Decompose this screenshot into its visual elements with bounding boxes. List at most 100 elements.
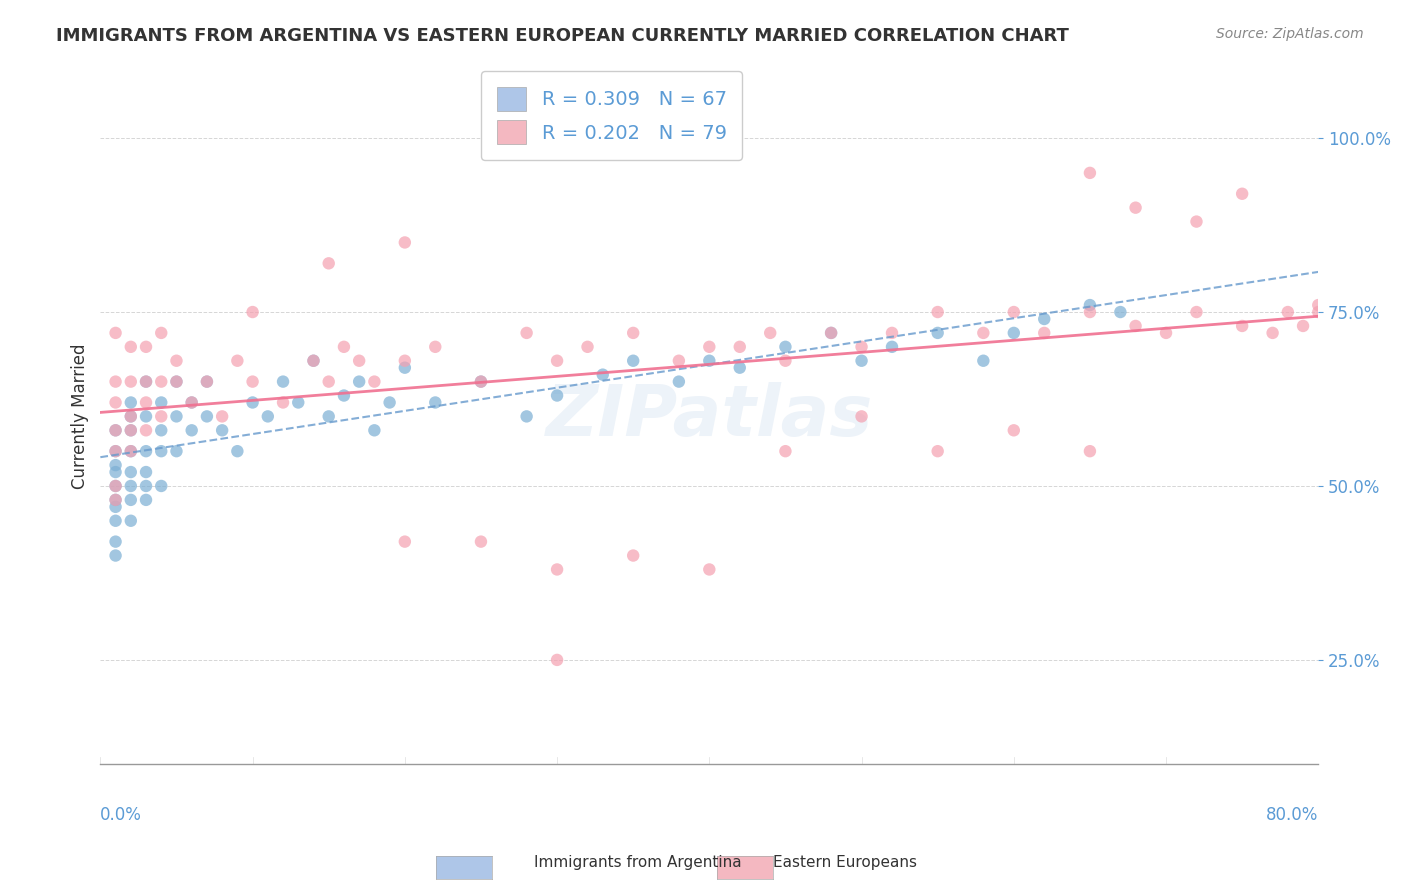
Point: [880, 340, 903, 354]
Point: [851, 409, 873, 424]
Point: [697, 340, 720, 354]
Point: [728, 360, 751, 375]
Point: [120, 514, 142, 528]
Point: [104, 479, 127, 493]
Point: [378, 395, 401, 409]
Point: [621, 326, 644, 340]
Point: [104, 479, 127, 493]
Point: [1230, 186, 1253, 201]
Point: [211, 409, 233, 424]
Point: [775, 353, 797, 368]
Point: [697, 562, 720, 576]
Point: [135, 465, 157, 479]
Point: [851, 353, 873, 368]
Point: [1230, 318, 1253, 333]
Point: [150, 423, 173, 437]
Point: [120, 423, 142, 437]
Point: [271, 375, 294, 389]
Point: [318, 375, 340, 389]
Point: [470, 375, 492, 389]
Legend: R = 0.309   N = 67, R = 0.202   N = 79: R = 0.309 N = 67, R = 0.202 N = 79: [481, 71, 742, 160]
Point: [1308, 305, 1330, 319]
Point: [120, 423, 142, 437]
Point: [120, 375, 142, 389]
Point: [1002, 305, 1025, 319]
Point: [972, 353, 994, 368]
Point: [104, 444, 127, 458]
Point: [104, 492, 127, 507]
Point: [104, 492, 127, 507]
Point: [120, 492, 142, 507]
Point: [135, 409, 157, 424]
Point: [1109, 305, 1132, 319]
Point: [150, 375, 173, 389]
Point: [104, 514, 127, 528]
Point: [1261, 326, 1284, 340]
Point: [880, 326, 903, 340]
Point: [242, 375, 264, 389]
Point: [363, 375, 385, 389]
Point: [347, 353, 370, 368]
Point: [104, 458, 127, 472]
Point: [271, 395, 294, 409]
Point: [668, 375, 690, 389]
Point: [166, 409, 188, 424]
Point: [546, 353, 568, 368]
Point: [1078, 298, 1101, 312]
Text: 80.0%: 80.0%: [1265, 806, 1319, 824]
Point: [1078, 166, 1101, 180]
Point: [120, 444, 142, 458]
Point: [150, 326, 173, 340]
Point: [120, 444, 142, 458]
Point: [180, 395, 202, 409]
Point: [1078, 305, 1101, 319]
Point: [546, 653, 568, 667]
Y-axis label: Currently Married: Currently Married: [72, 343, 89, 489]
Point: [195, 375, 218, 389]
Point: [470, 375, 492, 389]
Point: [1002, 326, 1025, 340]
Point: [135, 395, 157, 409]
Point: [166, 375, 188, 389]
Point: [242, 395, 264, 409]
Point: [394, 353, 416, 368]
Point: [333, 340, 356, 354]
Text: 0.0%: 0.0%: [100, 806, 142, 824]
Point: [1002, 423, 1025, 437]
Point: [302, 353, 325, 368]
Point: [546, 562, 568, 576]
Text: Eastern Europeans: Eastern Europeans: [773, 855, 917, 870]
Point: [135, 479, 157, 493]
Point: [1308, 298, 1330, 312]
Text: Immigrants from Argentina: Immigrants from Argentina: [534, 855, 742, 870]
Point: [135, 375, 157, 389]
Point: [820, 326, 842, 340]
Point: [1033, 326, 1056, 340]
Point: [150, 409, 173, 424]
Point: [394, 360, 416, 375]
Point: [576, 340, 599, 354]
Point: [425, 395, 447, 409]
Point: [775, 340, 797, 354]
Point: [1185, 214, 1208, 228]
Point: [135, 375, 157, 389]
Point: [363, 423, 385, 437]
Point: [195, 409, 218, 424]
Point: [166, 375, 188, 389]
Point: [120, 479, 142, 493]
Point: [302, 353, 325, 368]
Point: [104, 395, 127, 409]
Point: [180, 423, 202, 437]
Point: [972, 326, 994, 340]
Point: [150, 479, 173, 493]
Point: [394, 235, 416, 250]
Point: [927, 444, 949, 458]
Point: [1277, 305, 1299, 319]
Point: [318, 409, 340, 424]
Point: [120, 409, 142, 424]
Point: [226, 353, 249, 368]
Point: [621, 549, 644, 563]
Point: [135, 492, 157, 507]
Point: [516, 409, 538, 424]
Point: [150, 395, 173, 409]
